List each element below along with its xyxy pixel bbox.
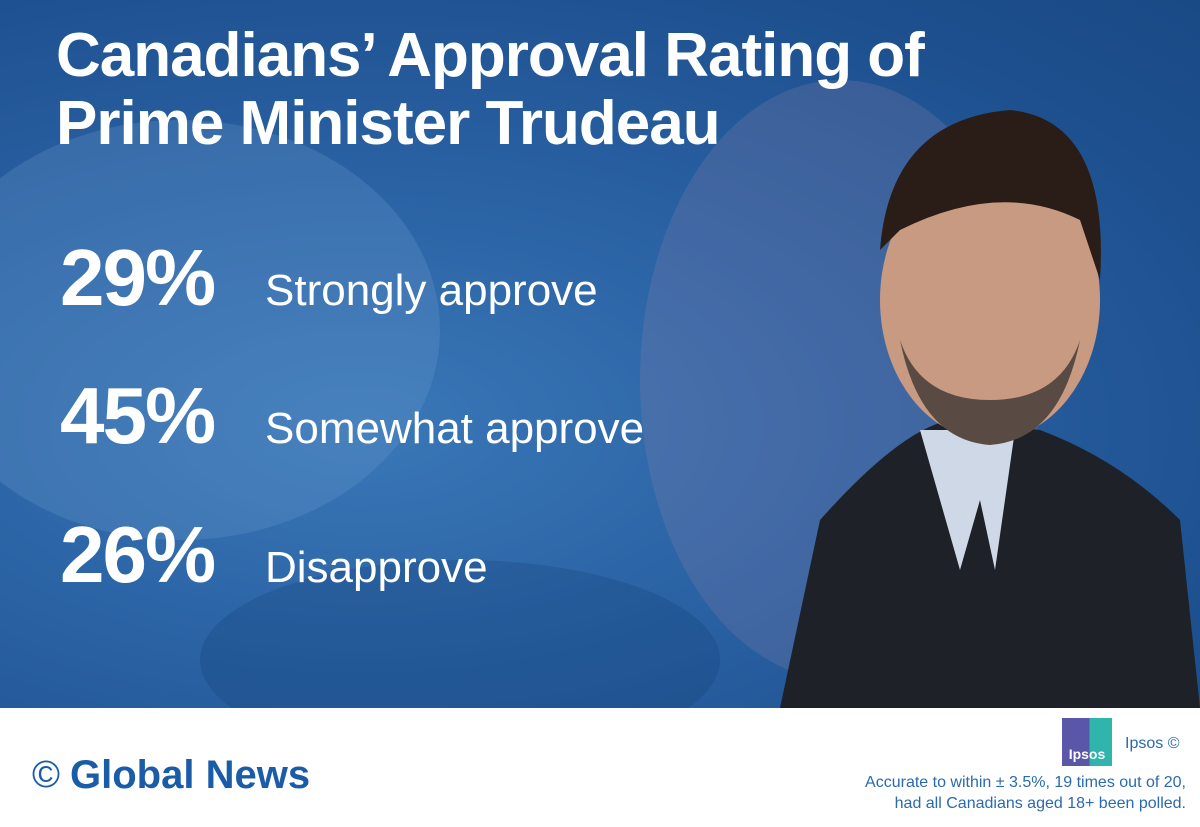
title-line-1: Canadians’ Approval Rating of: [56, 21, 925, 90]
global-news-logo: © Global News: [32, 753, 310, 798]
stat-label: Strongly approve: [265, 266, 598, 315]
ipsos-logo: Ipsos: [1062, 718, 1112, 766]
stat-disapprove: 26% Disapprove: [60, 509, 488, 601]
stat-label: Disapprove: [265, 543, 488, 592]
note-line-2: had all Canadians aged 18+ been polled.: [894, 795, 1186, 812]
title-line-2: Prime Minister Trudeau: [56, 89, 721, 158]
brand-name: Global News: [70, 753, 311, 797]
copyright-icon: ©: [32, 754, 60, 796]
ipsos-logo-text: Ipsos: [1068, 746, 1106, 762]
stat-somewhat-approve: 45% Somewhat approve: [60, 370, 644, 462]
stat-percent: 45%: [60, 371, 216, 460]
methodology-note: Accurate to within ± 3.5%, 19 times out …: [865, 772, 1186, 814]
stat-label: Somewhat approve: [265, 404, 645, 453]
footer: © Global News Ipsos Ipsos © Accurate to …: [0, 708, 1200, 827]
note-line-1: Accurate to within ± 3.5%, 19 times out …: [865, 774, 1186, 791]
speaker-photo: [780, 110, 1200, 708]
hero-image: Canadians’ Approval Rating of Prime Mini…: [0, 0, 1200, 708]
stat-percent: 26%: [60, 510, 216, 599]
page-title: Canadians’ Approval Rating of Prime Mini…: [56, 21, 925, 158]
stat-percent: 29%: [60, 233, 216, 322]
stat-strongly-approve: 29% Strongly approve: [60, 232, 598, 324]
ipsos-credit: Ipsos ©: [1125, 735, 1180, 752]
